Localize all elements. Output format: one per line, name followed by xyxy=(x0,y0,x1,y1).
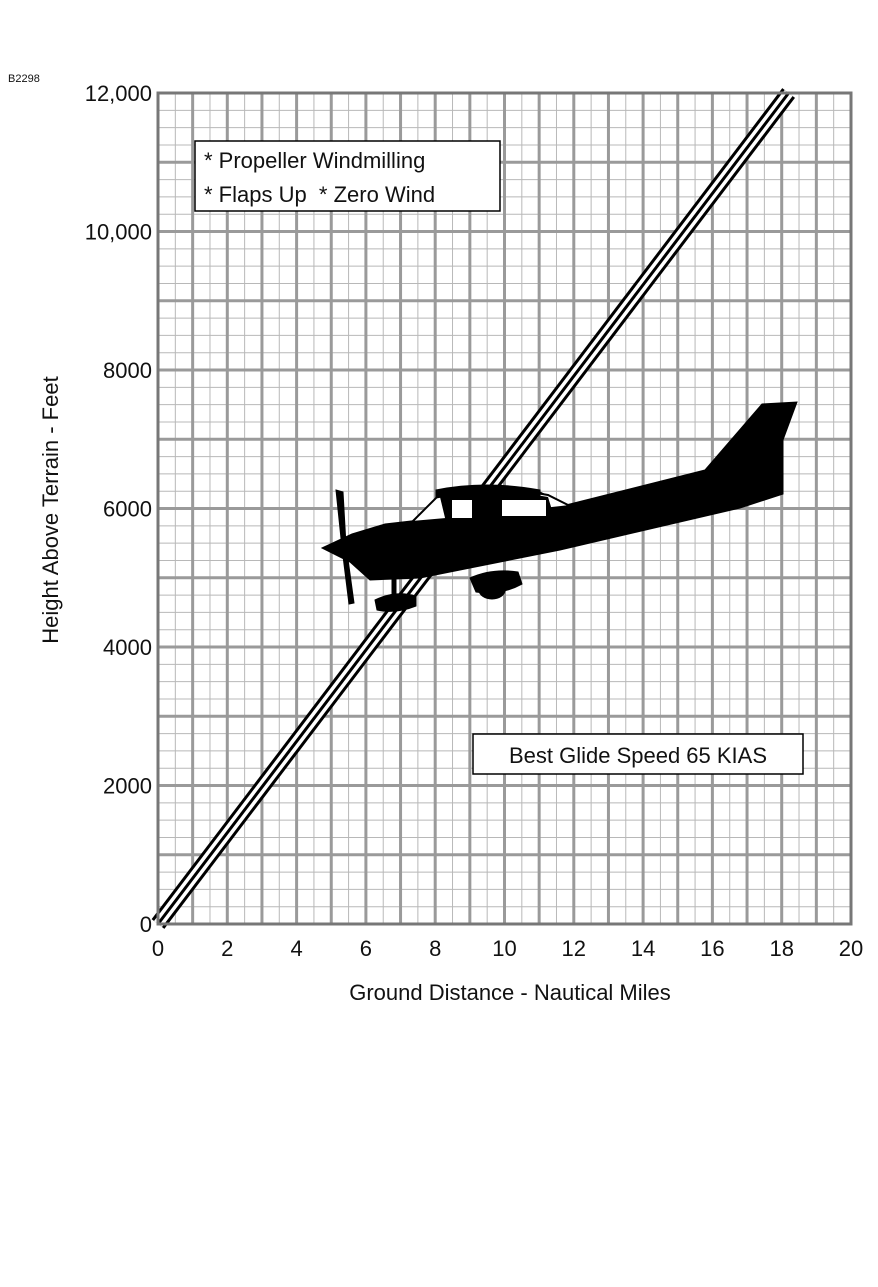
plot-frame xyxy=(156,91,853,926)
airplane-silhouette-icon xyxy=(320,401,798,612)
best-glide-speed-box: Best Glide Speed 65 KIAS xyxy=(472,733,804,775)
y-axis-title: Height Above Terrain - Feet xyxy=(38,376,63,643)
y-tick-label: 2000 xyxy=(103,774,152,799)
condition-line-1: * Propeller Windmilling xyxy=(204,148,425,173)
x-tick-label: 10 xyxy=(492,936,516,961)
x-tick-label: 14 xyxy=(631,936,655,961)
y-tick-label: 12,000 xyxy=(85,81,152,106)
x-tick-label: 12 xyxy=(562,936,586,961)
y-tick-label: 0 xyxy=(140,912,152,937)
x-tick-label: 0 xyxy=(152,936,164,961)
figure-id: B2298 xyxy=(8,73,40,85)
conditions-box: * Propeller Windmilling * Flaps Up * Zer… xyxy=(194,140,501,212)
x-tick-label: 8 xyxy=(429,936,441,961)
x-tick-label: 16 xyxy=(700,936,724,961)
x-tick-label: 4 xyxy=(290,936,302,961)
y-tick-labels: 0 2000 4000 6000 8000 10,000 12,000 xyxy=(85,81,152,937)
condition-line-2: * Flaps Up * Zero Wind xyxy=(204,182,435,207)
y-tick-label: 8000 xyxy=(103,358,152,383)
best-glide-speed-label: Best Glide Speed 65 KIAS xyxy=(509,743,767,768)
y-tick-label: 10,000 xyxy=(85,220,152,245)
x-tick-label: 18 xyxy=(769,936,793,961)
x-tick-label: 20 xyxy=(839,936,863,961)
x-tick-labels: 0 2 4 6 8 10 12 14 16 18 20 xyxy=(152,936,863,961)
y-tick-label: 4000 xyxy=(103,635,152,660)
x-tick-label: 6 xyxy=(360,936,372,961)
y-tick-label: 6000 xyxy=(103,497,152,522)
x-axis-title: Ground Distance - Nautical Miles xyxy=(349,980,671,1005)
x-tick-label: 2 xyxy=(221,936,233,961)
